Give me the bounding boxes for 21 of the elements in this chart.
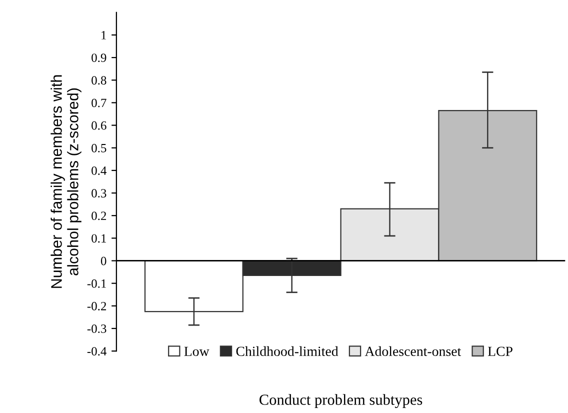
y-tick-label: 0 <box>100 256 106 266</box>
legend-label: Low <box>184 346 210 356</box>
legend-label: LCP <box>488 346 512 356</box>
y-tick-label: 0.1 <box>92 234 106 243</box>
y-axis-title: Number of family members with alcohol problems (z-scored) <box>50 75 82 288</box>
y-tick-label: 0.8 <box>92 76 106 85</box>
y-tick-label: 0.3 <box>92 189 106 198</box>
x-axis-title: Conduct problem subtypes <box>260 394 422 408</box>
y-tick-label: 0.5 <box>92 144 106 152</box>
legend-label: Adolescent-onset <box>364 346 462 356</box>
legend-label: Childhood-limited <box>236 346 338 356</box>
y-tick-label: 0.7 <box>92 98 106 108</box>
y-tick-label: 0.4 <box>92 166 107 175</box>
y-tick-label: -0.4 <box>87 347 107 356</box>
y-tick-label: 0.6 <box>92 121 106 130</box>
y-tick-label: -0.1 <box>87 279 106 288</box>
y-tick-label: -0.2 <box>87 302 106 310</box>
y-tick-label: 0.9 <box>92 54 106 62</box>
y-tick-label: -0.3 <box>87 324 106 333</box>
y-tick-label: 0.2 <box>92 212 106 220</box>
y-tick-label: 1 <box>102 31 106 40</box>
